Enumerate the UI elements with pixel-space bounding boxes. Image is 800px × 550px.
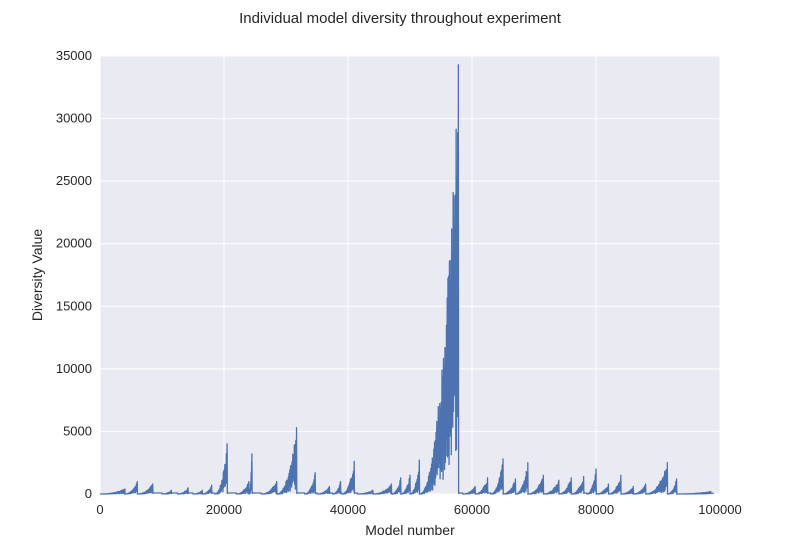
y-tick-labels: 0 5000 10000 15000 20000 25000 30000 35000 bbox=[56, 48, 92, 501]
series-line bbox=[99, 64, 714, 495]
chart-title: Individual model diversity throughout ex… bbox=[239, 10, 562, 27]
x-tick-label: 80000 bbox=[578, 502, 614, 517]
y-tick-label: 25000 bbox=[56, 173, 92, 188]
y-tick-label: 15000 bbox=[56, 298, 92, 313]
x-tick-label: 40000 bbox=[330, 502, 366, 517]
y-tick-label: 35000 bbox=[56, 48, 92, 63]
y-tick-label: 10000 bbox=[56, 361, 92, 376]
x-tick-label: 100000 bbox=[698, 502, 741, 517]
y-tick-label: 5000 bbox=[63, 423, 92, 438]
x-tick-labels: 0 20000 40000 60000 80000 100000 bbox=[96, 502, 741, 517]
y-tick-label: 0 bbox=[85, 486, 92, 501]
y-tick-label: 20000 bbox=[56, 236, 92, 251]
x-tick-label: 0 bbox=[96, 502, 103, 517]
y-axis-label: Diversity Value bbox=[29, 229, 45, 322]
grid bbox=[99, 55, 721, 495]
x-tick-label: 60000 bbox=[454, 502, 490, 517]
x-axis-label: Model number bbox=[365, 522, 455, 538]
x-tick-label: 20000 bbox=[206, 502, 242, 517]
plot-area bbox=[100, 56, 720, 494]
y-tick-label: 30000 bbox=[56, 111, 92, 126]
